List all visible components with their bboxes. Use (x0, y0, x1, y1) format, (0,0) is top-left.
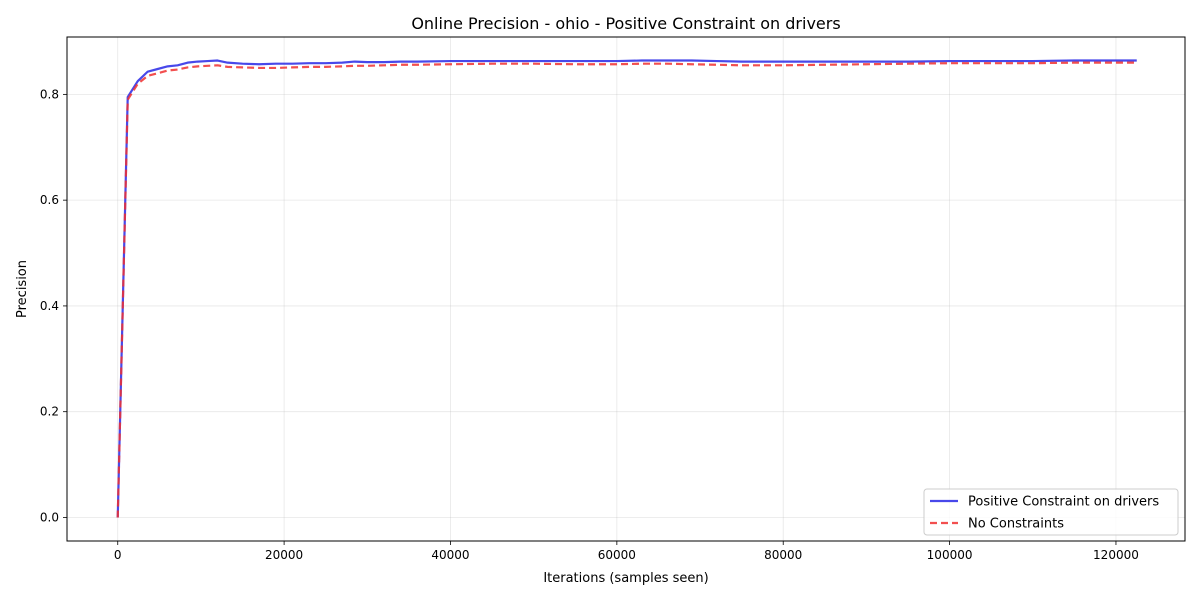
y-axis-ticks: 0.0 0.2 0.4 0.6 0.8 (40, 87, 67, 524)
x-tick-label: 100000 (927, 548, 973, 562)
y-tick-label: 0.2 (40, 405, 59, 419)
x-tick-label: 0 (114, 548, 122, 562)
y-axis-label: Precision (15, 260, 30, 318)
series-line-no-constraints (116, 61, 1137, 518)
series-layer (116, 59, 1137, 518)
series-line-positive-constraint (116, 59, 1137, 518)
chart-title: Online Precision - ohio - Positive Const… (411, 14, 840, 33)
x-tick-label: 60000 (598, 548, 636, 562)
x-tick-label: 20000 (265, 548, 303, 562)
x-axis-label: Iterations (samples seen) (543, 571, 708, 586)
y-tick-label: 0.8 (40, 87, 59, 101)
x-tick-label: 40000 (431, 548, 469, 562)
grid (67, 37, 1185, 541)
x-axis-ticks: 0 20000 40000 60000 80000 100000 120000 (114, 541, 1139, 562)
x-tick-label: 80000 (764, 548, 802, 562)
legend-box (923, 488, 1179, 536)
legend-label: Positive Constraint on drivers (968, 495, 1159, 510)
y-tick-label: 0.6 (40, 193, 59, 207)
y-tick-label: 0.4 (40, 299, 59, 313)
y-tick-label: 0.0 (40, 510, 59, 524)
x-tick-label: 120000 (1093, 548, 1139, 562)
legend: Positive Constraint on drivers No Constra… (923, 488, 1179, 536)
plot-frame (66, 36, 1186, 542)
legend-label: No Constraints (968, 517, 1064, 532)
